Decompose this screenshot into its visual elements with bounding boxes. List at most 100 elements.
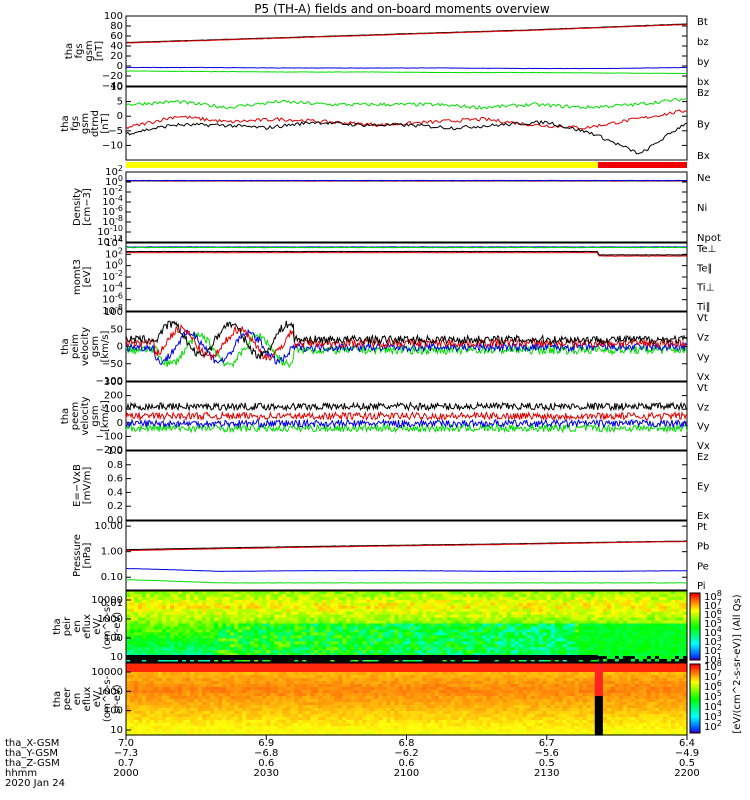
heatmap-cell xyxy=(206,605,211,610)
heatmap-cell xyxy=(342,699,347,703)
heatmap-cell xyxy=(342,591,347,595)
heatmap-cell xyxy=(586,638,592,642)
heatmap-cell xyxy=(394,605,400,610)
heatmap-cell xyxy=(494,632,500,636)
heatmap-cell xyxy=(390,608,396,613)
heatmap-cell xyxy=(574,641,580,645)
heatmap-cell xyxy=(626,656,632,660)
heatmap-cell xyxy=(246,617,251,622)
heatmap-cell xyxy=(663,629,668,634)
heatmap-cell xyxy=(634,594,640,598)
heatmap-cell xyxy=(422,650,428,654)
heatmap-cell xyxy=(646,647,652,651)
heatmap-cell xyxy=(134,647,139,651)
heatmap-cell xyxy=(490,599,496,604)
heatmap-cell xyxy=(146,635,151,639)
heatmap-cell xyxy=(306,632,311,636)
heatmap-cell xyxy=(246,729,251,733)
heatmap-cell xyxy=(562,659,568,663)
panel-5: tha peim velocity gsm [km/s]100500−50−100VtV… xyxy=(60,307,710,387)
heatmap-cell xyxy=(222,602,227,607)
heatmap-cell xyxy=(434,629,440,634)
heatmap-cell xyxy=(671,614,676,619)
heatmap-cell xyxy=(314,653,319,657)
heatmap-cell xyxy=(318,732,323,736)
heatmap-cell xyxy=(358,594,363,598)
heatmap-cell xyxy=(298,626,303,631)
heatmap-cell xyxy=(338,626,343,631)
heatmap-cell xyxy=(186,729,191,733)
heatmap-cell xyxy=(314,614,319,619)
heatmap-cell xyxy=(318,663,323,667)
heatmap-cell xyxy=(310,644,315,648)
heatmap-cell xyxy=(454,644,460,648)
heatmap-cell xyxy=(238,711,243,715)
heatmap-cell xyxy=(298,717,303,721)
heatmap-cell xyxy=(302,702,307,706)
heatmap-cell xyxy=(454,629,460,634)
heatmap-cell xyxy=(198,672,203,676)
heatmap-cell xyxy=(354,602,359,607)
heatmap-cell xyxy=(354,596,359,601)
heatmap-cell xyxy=(642,591,648,595)
heatmap-cell xyxy=(242,666,247,670)
heatmap-cell xyxy=(310,599,315,604)
heatmap-cell xyxy=(683,623,688,628)
legend-Npot: Npot xyxy=(697,233,721,244)
heatmap-cell xyxy=(190,702,195,706)
heatmap-cell xyxy=(178,723,183,727)
heatmap-cell xyxy=(158,629,163,634)
heatmap-cell xyxy=(234,681,239,685)
heatmap-cell xyxy=(554,629,560,634)
heatmap-cell xyxy=(242,672,247,676)
heatmap-cell xyxy=(663,647,668,651)
heatmap-cell xyxy=(578,611,584,616)
heatmap-cell xyxy=(350,596,355,601)
heatmap-cell xyxy=(162,666,167,670)
heatmap-cell xyxy=(134,611,139,616)
heatmap-cell xyxy=(134,602,139,607)
ylabel-line: dtrnd xyxy=(90,110,101,137)
heatmap-cell xyxy=(178,678,183,682)
heatmap-cell xyxy=(314,669,319,673)
heatmap-cell xyxy=(394,626,400,631)
heatmap-cell xyxy=(530,641,536,645)
heatmap-cell xyxy=(186,599,191,604)
heatmap-cell xyxy=(282,629,287,634)
heatmap-cell xyxy=(146,669,151,673)
heatmap-cell xyxy=(502,623,508,628)
heatmap-cell xyxy=(659,617,664,622)
heatmap-cell xyxy=(410,653,416,657)
heatmap-cell xyxy=(646,641,652,645)
heatmap-cell xyxy=(326,626,331,631)
heatmap-cell xyxy=(598,602,604,607)
heatmap-cell xyxy=(238,693,243,697)
heatmap-cell xyxy=(290,705,295,709)
heatmap-cell xyxy=(650,602,656,607)
heatmap-cell xyxy=(186,702,191,706)
heatmap-cell xyxy=(554,599,560,604)
heatmap-cell xyxy=(426,594,432,598)
heatmap-cell xyxy=(206,659,211,663)
heatmap-cell xyxy=(258,702,263,706)
heatmap-cell xyxy=(422,599,428,604)
heatmap-cell xyxy=(671,647,676,651)
heatmap-cell xyxy=(478,653,484,657)
heatmap-cell xyxy=(671,629,676,634)
heatmap-cell xyxy=(202,711,207,715)
heatmap-cell xyxy=(298,732,303,736)
heatmap-cell xyxy=(566,602,572,607)
heatmap-cell xyxy=(450,659,456,663)
heatmap-cell xyxy=(170,690,175,694)
heatmap-cell xyxy=(378,641,383,645)
heatmap-cell xyxy=(342,659,347,663)
heatmap-cell xyxy=(458,596,464,601)
heatmap-cell xyxy=(322,650,327,654)
heatmap-cell xyxy=(306,714,311,718)
heatmap-cell xyxy=(266,663,271,667)
legend-by: by xyxy=(697,57,709,68)
heatmap-cell xyxy=(354,650,359,654)
heatmap-cell xyxy=(214,714,219,718)
heatmap-cell xyxy=(622,647,628,651)
heatmap-cell xyxy=(162,626,167,631)
